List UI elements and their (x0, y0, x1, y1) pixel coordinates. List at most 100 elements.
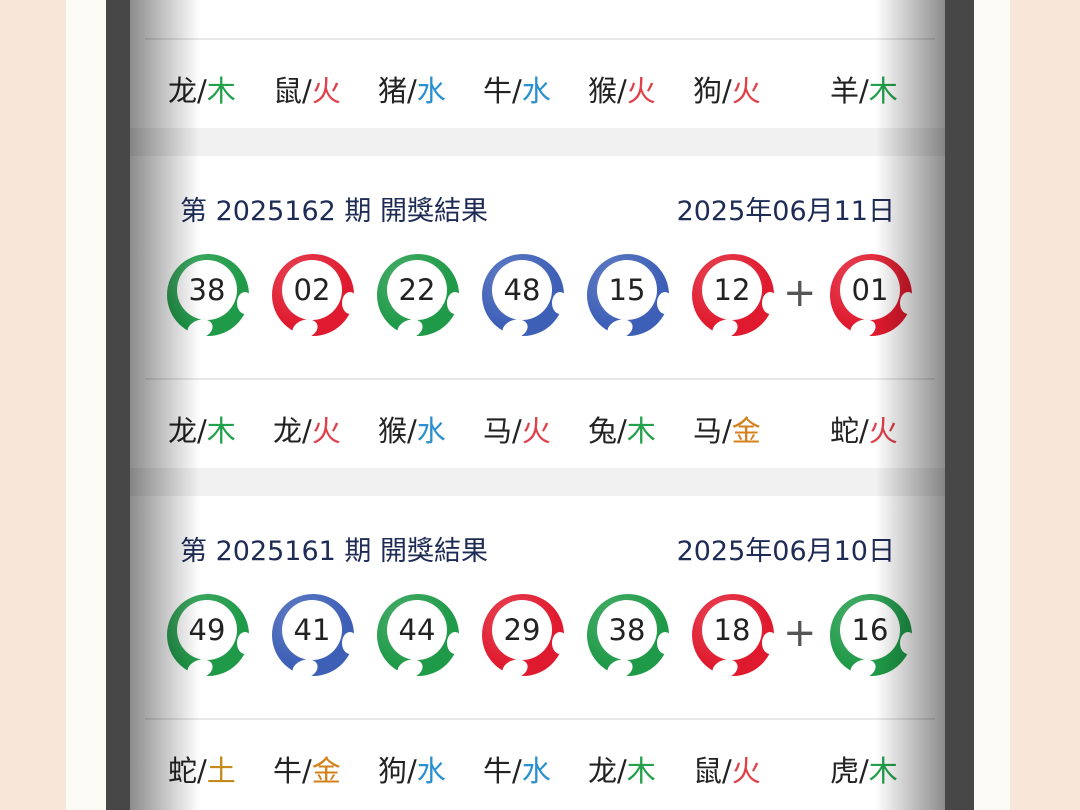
zodiac-item: 龙/木 (588, 748, 656, 790)
card-gap (130, 468, 945, 496)
slash: / (302, 754, 312, 788)
zodiac-animal: 蛇 (830, 414, 860, 448)
slash: / (617, 754, 627, 788)
lottery-ball: 12 (692, 254, 778, 342)
zodiac-item: 鼠/火 (693, 748, 761, 790)
zodiac-animal: 狗 (693, 74, 723, 108)
zodiac-animal: 狗 (378, 754, 408, 788)
lottery-ball: 38 (587, 594, 673, 682)
zodiac-animal: 猪 (378, 74, 408, 108)
zodiac-animal: 马 (693, 414, 723, 448)
zodiac-item: 龙/木 (168, 68, 236, 110)
lottery-ball: 49 (167, 594, 253, 682)
slash: / (722, 754, 732, 788)
zodiac-element: 金 (311, 754, 341, 788)
ball-number: 49 (177, 600, 237, 660)
slash: / (512, 74, 522, 108)
zodiac-element: 火 (868, 414, 898, 448)
ball-number: 12 (702, 260, 762, 320)
zodiac-element: 水 (416, 754, 446, 788)
zodiac-item: 马/金 (693, 408, 761, 450)
slash: / (197, 414, 207, 448)
zodiac-item: 兔/木 (588, 408, 656, 450)
lottery-ball: 01 (830, 254, 916, 342)
ball-number: 44 (387, 600, 447, 660)
zodiac-item: 龙/火 (273, 408, 341, 450)
zodiac-element: 土 (206, 754, 236, 788)
zodiac-item: 马/火 (483, 408, 551, 450)
zodiac-item: 猪/水 (378, 68, 446, 110)
lottery-ball: 48 (482, 254, 568, 342)
plus-sign: + (783, 270, 817, 316)
zodiac-element: 火 (521, 414, 551, 448)
ball-number: 29 (492, 600, 552, 660)
zodiac-element: 水 (521, 754, 551, 788)
zodiac-element: 火 (311, 414, 341, 448)
zodiac-item: 牛/水 (483, 68, 551, 110)
lottery-ball: 18 (692, 594, 778, 682)
lottery-results-screen[interactable]: 龙/木 鼠/火 猪/水 牛/水 猴/火 狗/火 羊/木 第 2025162 期 開獎結果 20… (130, 0, 945, 810)
zodiac-item: 狗/水 (378, 748, 446, 790)
zodiac-row: 龙/木 龙/火 猴/水 马/火 兔/木 马/金 蛇/火 (130, 408, 945, 458)
lottery-ball: 38 (167, 254, 253, 342)
zodiac-animal: 蛇 (168, 754, 198, 788)
zodiac-item: 鼠/火 (273, 68, 341, 110)
ball-number: 15 (597, 260, 657, 320)
zodiac-animal: 龙 (168, 414, 198, 448)
zodiac-animal: 牛 (483, 754, 513, 788)
draw-issue-title: 第 2025161 期 開獎結果 (180, 536, 488, 567)
zodiac-item: 羊/木 (830, 68, 898, 110)
slash: / (617, 74, 627, 108)
zodiac-animal: 羊 (830, 74, 860, 108)
zodiac-element: 木 (206, 74, 236, 108)
ball-number: 48 (492, 260, 552, 320)
zodiac-animal: 马 (483, 414, 513, 448)
zodiac-item: 蛇/土 (168, 748, 236, 790)
zodiac-animal: 虎 (830, 754, 860, 788)
zodiac-item: 蛇/火 (830, 408, 898, 450)
slash: / (197, 754, 207, 788)
slash: / (407, 74, 417, 108)
zodiac-item: 猴/水 (378, 408, 446, 450)
zodiac-animal: 牛 (483, 74, 513, 108)
zodiac-row: 龙/木 鼠/火 猪/水 牛/水 猴/火 狗/火 羊/木 (130, 68, 945, 118)
slash: / (512, 414, 522, 448)
zodiac-element: 水 (416, 414, 446, 448)
zodiac-element: 金 (731, 414, 761, 448)
lottery-ball: 15 (587, 254, 673, 342)
ball-number: 02 (282, 260, 342, 320)
card-gap (130, 128, 945, 156)
ball-number: 18 (702, 600, 762, 660)
zodiac-element: 木 (626, 414, 656, 448)
zodiac-element: 木 (626, 754, 656, 788)
plus-sign: + (783, 610, 817, 656)
zodiac-element: 木 (206, 414, 236, 448)
slash: / (722, 414, 732, 448)
zodiac-item: 狗/火 (693, 68, 761, 110)
slash: / (302, 414, 312, 448)
ball-number: 22 (387, 260, 447, 320)
slash: / (617, 414, 627, 448)
zodiac-element: 火 (626, 74, 656, 108)
zodiac-item: 牛/水 (483, 748, 551, 790)
lottery-ball: 02 (272, 254, 358, 342)
zodiac-animal: 兔 (588, 414, 618, 448)
lottery-ball: 44 (377, 594, 463, 682)
slash: / (512, 754, 522, 788)
zodiac-animal: 鼠 (693, 754, 723, 788)
lottery-ball: 16 (830, 594, 916, 682)
slash: / (197, 74, 207, 108)
zodiac-element: 火 (731, 754, 761, 788)
divider (145, 718, 935, 720)
draw-date: 2025年06月11日 (676, 196, 895, 227)
zodiac-animal: 牛 (273, 754, 303, 788)
slash: / (859, 74, 869, 108)
zodiac-element: 火 (311, 74, 341, 108)
lottery-ball: 22 (377, 254, 463, 342)
slash: / (722, 74, 732, 108)
zodiac-animal: 龙 (588, 754, 618, 788)
zodiac-item: 牛/金 (273, 748, 341, 790)
ball-number: 38 (177, 260, 237, 320)
zodiac-animal: 猴 (588, 74, 618, 108)
ball-number: 01 (840, 260, 900, 320)
